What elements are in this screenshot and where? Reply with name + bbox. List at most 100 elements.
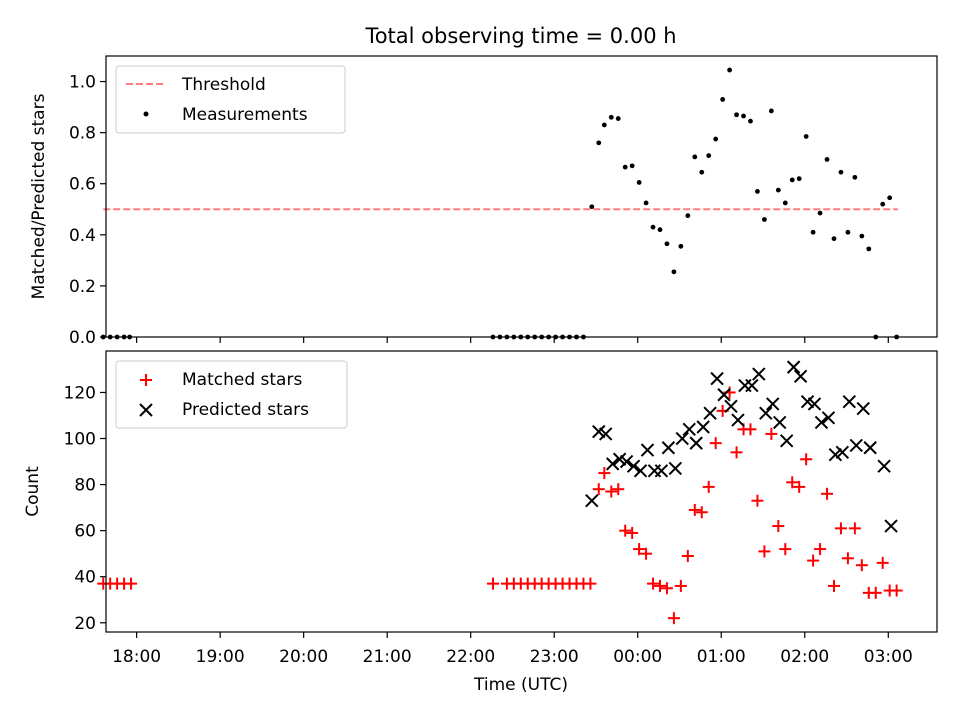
matched-stars-point (876, 556, 889, 569)
measurement-point (685, 213, 691, 219)
measurement-point (817, 210, 823, 216)
measurement-point (678, 243, 684, 249)
matched-stars-point (779, 543, 792, 556)
matched-stars-point (730, 446, 743, 459)
predicted-stars-point (626, 459, 641, 473)
measurement-point (706, 153, 712, 159)
measurement-point (831, 236, 837, 242)
measurements-legend-label: Measurements (182, 105, 308, 125)
predicted-stars-point (773, 415, 787, 430)
measurement-point (615, 116, 621, 121)
predicted-stars-point (633, 464, 648, 478)
x-tick-label: 21:00 (363, 647, 412, 667)
predicted-stars-point (717, 388, 731, 402)
matched-stars-point (647, 577, 660, 590)
predicted-stars-point (779, 434, 794, 448)
bottom-y-tick-label: 120 (64, 383, 96, 403)
predicted-stars-point (619, 454, 634, 469)
predicted-stars-point (599, 427, 613, 441)
x-tick-label: 02:00 (780, 647, 829, 667)
measurement-point (782, 200, 788, 206)
measurement-point (664, 241, 670, 247)
bottom-legend: Matched stars Predicted stars (115, 360, 348, 429)
matched-stars-point (702, 480, 715, 493)
predicted-stars-point (724, 399, 738, 413)
measurement-point (629, 163, 635, 169)
matched-stars-point (688, 503, 701, 516)
x-tick-label: 01:00 (697, 647, 746, 667)
measurement-point (671, 269, 677, 275)
measurement-point (887, 195, 893, 201)
x-tick-label: 19:00 (196, 647, 245, 667)
bottom-y-tick-label: 40 (74, 568, 96, 588)
matched-stars-point (744, 423, 757, 436)
matched-stars-point (827, 579, 840, 592)
predicted-stars-point (689, 436, 703, 450)
predicted-stars-point (842, 394, 857, 409)
measurement-point (768, 108, 774, 114)
matched-legend-symbol (140, 374, 152, 386)
measurement-point (838, 169, 844, 175)
measurement-point (636, 180, 642, 185)
predicted-stars-point (731, 413, 745, 427)
predicted-stars-point (710, 371, 724, 386)
top-plot-frame (105, 55, 938, 338)
matched-stars-point (486, 577, 499, 590)
measurement-point (796, 176, 802, 182)
measurement-point (741, 113, 746, 119)
top-y-tick-label: 0.0 (69, 328, 96, 348)
predicted-stars-point (863, 441, 877, 455)
matched-stars-point (772, 520, 785, 533)
measurement-point (699, 169, 705, 175)
top-plot-marks (100, 67, 900, 340)
bottom-plot-marks (97, 360, 903, 625)
measurement-point (720, 97, 726, 102)
predicted-stars-point (786, 360, 801, 374)
matched-stars-point (667, 612, 680, 625)
matched-stars-point (793, 480, 806, 493)
x-tick-label: 00:00 (613, 647, 662, 667)
bottom-plot: 20 40 60 80 100 120 18:00 19:00 20:00 21:00 22:00… (23, 350, 938, 695)
matched-stars-point (786, 476, 799, 489)
matched-stars-point (758, 545, 771, 558)
predicted-legend-symbol (139, 403, 153, 417)
predicted-stars-point (654, 464, 669, 478)
matched-stars-point (633, 543, 646, 556)
x-axis-label: Time (UTC) (473, 675, 568, 695)
measurement-point (810, 229, 816, 235)
x-tick-label: 03:00 (864, 647, 913, 667)
predicted-stars-point (675, 431, 689, 446)
chart-title: Total observing time = 0.00 h (364, 24, 676, 48)
measurement-point (650, 224, 656, 230)
top-plot: 0.0 0.2 0.4 0.6 0.8 1.0 Matched/Predicted sta… (29, 55, 938, 348)
matched-stars-point (598, 467, 611, 480)
predicted-stars-point (807, 397, 822, 411)
top-legend: Threshold Measurements (115, 65, 346, 134)
x-tick-label: 18:00 (112, 647, 161, 667)
predicted-stars-point (752, 367, 766, 381)
matched-stars-point (605, 485, 618, 498)
measurement-point (789, 177, 795, 183)
x-tick-label: 22:00 (446, 647, 495, 667)
predicted-stars-point (877, 459, 891, 473)
matched-stars-point (654, 579, 666, 592)
measurement-point (845, 229, 851, 235)
x-tick-label: 23:00 (530, 647, 579, 667)
matched-stars-point (869, 586, 882, 599)
measurement-point (852, 174, 858, 180)
measurement-point (713, 136, 719, 142)
measurements-legend-symbol (143, 111, 149, 117)
matched-stars-point (814, 543, 827, 556)
measurement-point (657, 227, 663, 233)
predicted-stars-point (884, 519, 898, 533)
bottom-y-ticks: 20 40 60 80 100 120 (64, 383, 106, 634)
matched-stars-point (890, 584, 903, 597)
predicted-stars-point (640, 443, 655, 457)
predicted-stars-point (585, 494, 599, 508)
measurement-point (803, 134, 809, 139)
matched-stars-point (834, 522, 847, 535)
measurement-point (866, 246, 872, 252)
matched-stars-point (765, 427, 778, 440)
measurement-point (755, 188, 760, 194)
